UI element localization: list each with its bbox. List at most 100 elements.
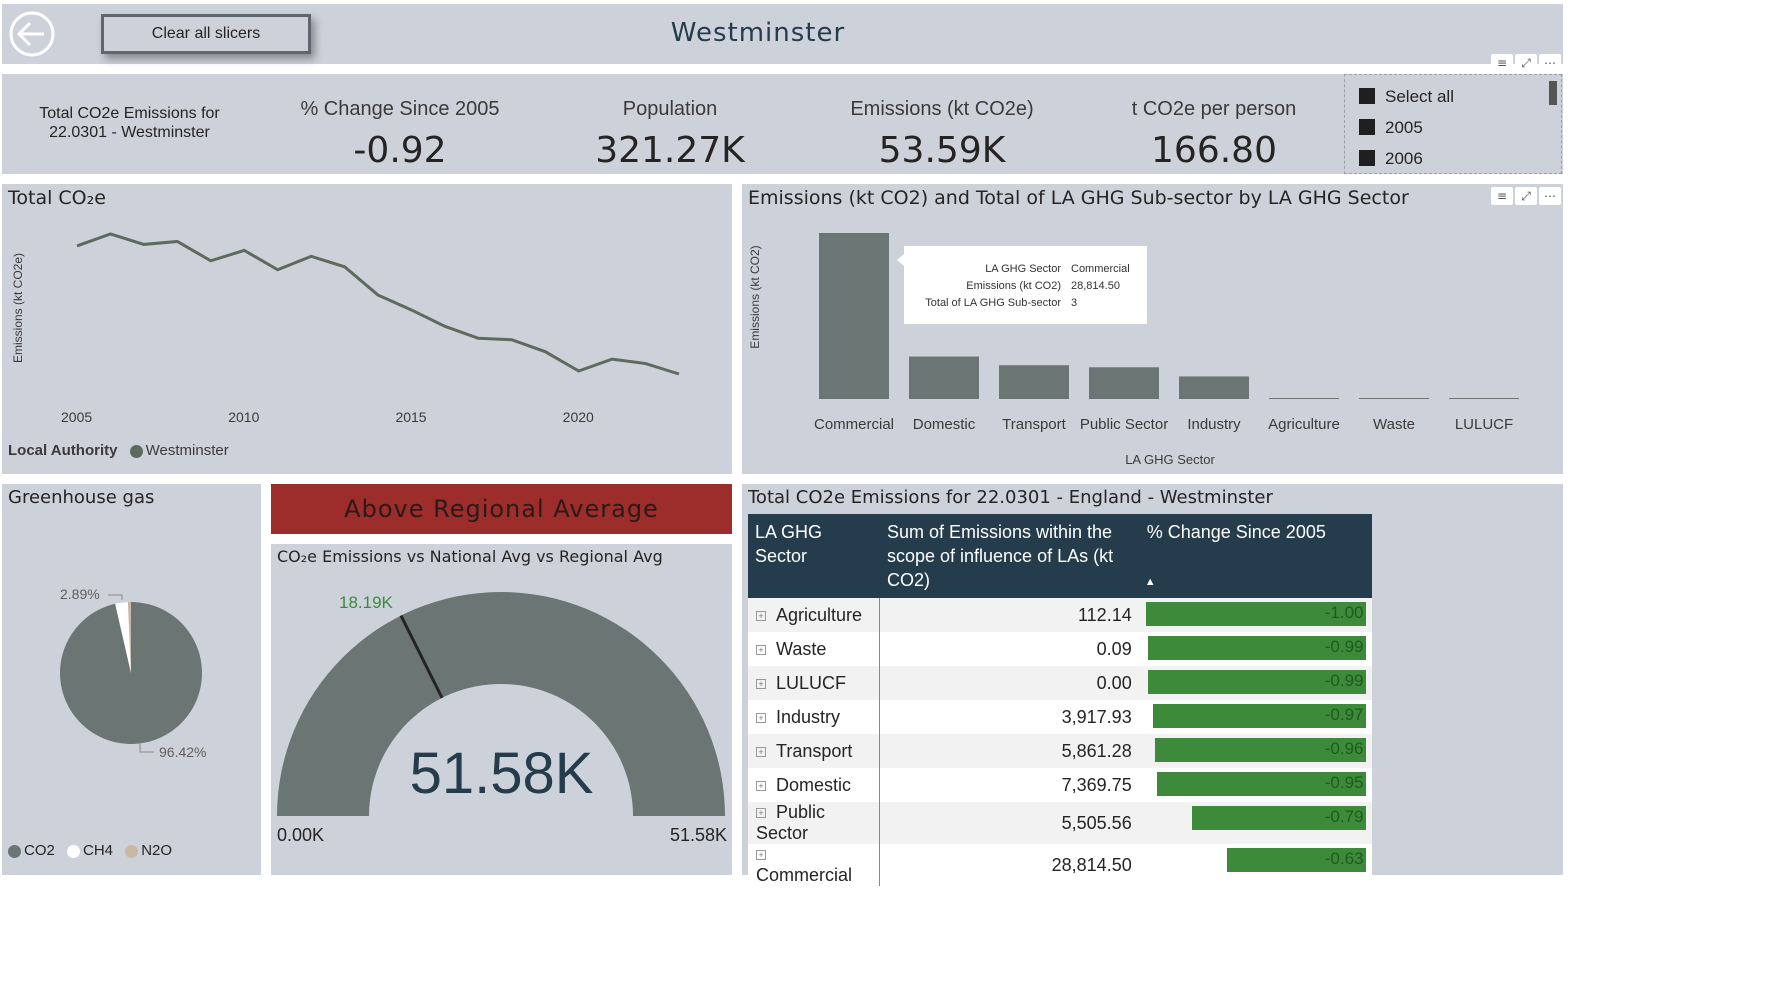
change-value: -0.99 (1324, 637, 1364, 656)
sector-cell: + Public Sector (748, 802, 881, 844)
legend-item[interactable]: CH4 (83, 842, 114, 859)
focus-mode-icon[interactable]: ⤢ (1515, 54, 1537, 72)
sector-label: Industry (776, 706, 841, 727)
table-row[interactable]: + Domestic 7,369.75 -0.95 (748, 768, 1372, 802)
legend-marker-icon (67, 844, 81, 858)
data-bar (1156, 772, 1366, 796)
pie-slice-n2o[interactable] (127, 602, 131, 673)
sector-label: Domestic (776, 774, 852, 795)
expand-icon[interactable]: + (756, 712, 766, 723)
slicer-option-2005[interactable]: 2005 (1359, 118, 1423, 138)
change-cell: -0.63 (1139, 844, 1372, 886)
kpi-emissions-value: 53.59K (878, 130, 1006, 171)
slicer-scrollbar[interactable] (1549, 81, 1557, 105)
sector-cell: + Industry (748, 700, 881, 734)
legend-item[interactable]: Westminster (145, 442, 229, 459)
x-tick-label: Transport (1002, 416, 1066, 433)
pie-chart-panel: Greenhouse gas 2.89% 96.42% CO2 CH4 N2O (2, 484, 261, 875)
expand-icon[interactable]: + (756, 678, 766, 689)
sector-label: Commercial (756, 865, 853, 885)
bar-commercial[interactable] (819, 233, 889, 399)
column-header[interactable]: LA GHG Sector (748, 514, 880, 598)
slicer-option-label: Select all (1385, 87, 1454, 106)
bar-domestic[interactable] (909, 356, 979, 399)
change-value: -0.99 (1324, 671, 1364, 690)
sector-label: Public Sector (756, 802, 826, 843)
sector-label: LULUCF (776, 672, 847, 693)
gauge-min-label: 0.00K (277, 825, 325, 845)
bar-chart-xlabel: LA GHG Sector (1125, 452, 1215, 467)
sector-label: Waste (776, 638, 827, 659)
data-bar (1147, 636, 1366, 660)
column-header[interactable]: % Change Since 2005 ▲ (1139, 514, 1372, 598)
change-cell: -0.99 (1139, 666, 1372, 700)
table-row[interactable]: + LULUCF 0.00 -0.99 (748, 666, 1372, 700)
expand-icon[interactable]: + (756, 850, 766, 861)
bar-industry[interactable] (1179, 376, 1249, 399)
data-bar (1145, 602, 1366, 626)
bar-agriculture[interactable] (1269, 398, 1339, 399)
series-line-westminster[interactable] (76, 232, 680, 376)
pie-slice-co2[interactable] (59, 602, 202, 744)
expand-icon[interactable]: + (756, 746, 766, 757)
bar-chart-svg (819, 233, 1519, 399)
table-row[interactable]: + Commercial 28,814.50 -0.63 (748, 844, 1372, 886)
checkbox-icon (1359, 150, 1375, 166)
bar-lulucf[interactable] (1449, 398, 1519, 399)
x-tick-label: Public Sector (1079, 416, 1169, 433)
expand-icon[interactable]: + (756, 808, 766, 819)
expand-icon[interactable]: + (756, 610, 766, 621)
gauge-value: 51.58K (409, 741, 594, 806)
sector-cell: + Agriculture (748, 598, 881, 632)
back-button[interactable] (8, 10, 56, 58)
sort-ascending-icon[interactable]: ▲ (1144, 576, 1156, 588)
slicer-option-select-all[interactable]: Select all (1359, 87, 1454, 107)
banner-text: Above Regional Average (344, 495, 659, 523)
emissions-cell: 112.14 (879, 598, 1140, 632)
year-slicer[interactable]: Select all 2005 2006 (1344, 74, 1562, 174)
line-chart-svg (76, 232, 680, 376)
change-value: -1.00 (1324, 603, 1364, 622)
gauge-panel: CO₂e Emissions vs National Avg vs Region… (271, 544, 732, 875)
gauge-arc (277, 592, 725, 816)
legend-title: Local Authority (8, 442, 118, 459)
x-tick-label: Commercial (813, 416, 894, 433)
legend-item[interactable]: N2O (141, 842, 173, 859)
bar-public-sector[interactable] (1089, 367, 1159, 399)
filter-icon[interactable]: ≡ (1491, 187, 1513, 205)
checkbox-icon (1359, 88, 1375, 104)
table-row[interactable]: + Agriculture 112.14 -1.00 (748, 598, 1372, 632)
more-options-icon[interactable]: ⋯ (1539, 187, 1561, 205)
regional-status-banner: Above Regional Average (271, 484, 732, 534)
focus-mode-icon[interactable]: ⤢ (1515, 187, 1537, 205)
filter-icon[interactable]: ≡ (1491, 54, 1513, 72)
x-tick-label: 2010 (228, 409, 260, 425)
kpi-change-value: -0.92 (353, 130, 447, 171)
pie-slice-ch4[interactable] (115, 602, 131, 673)
table-row[interactable]: + Public Sector 5,505.56 -0.79 (748, 802, 1372, 844)
emissions-cell: 5,861.28 (879, 734, 1140, 768)
tooltip-value: Commercial (1071, 263, 1130, 275)
pie-chart-title: Greenhouse gas (8, 487, 155, 508)
x-tick-label: LULUCF (1454, 416, 1514, 433)
more-options-icon[interactable]: ⋯ (1539, 54, 1561, 72)
table-row[interactable]: + Industry 3,917.93 -0.97 (748, 700, 1372, 734)
table-panel: Total CO2e Emissions for 22.0301 - Engla… (742, 484, 1563, 886)
x-tick-label: 2020 (562, 409, 594, 425)
table-row[interactable]: + Waste 0.09 -0.99 (748, 632, 1372, 666)
change-value: -0.96 (1324, 739, 1364, 758)
table-row[interactable]: + Transport 5,861.28 -0.96 (748, 734, 1372, 768)
data-bar (1147, 670, 1366, 694)
clear-slicers-button[interactable]: Clear all slicers (101, 14, 311, 54)
emissions-cell: 0.09 (879, 632, 1140, 666)
expand-icon[interactable]: + (756, 644, 766, 655)
expand-icon[interactable]: + (756, 780, 766, 791)
column-header[interactable]: Sum of Emissions within the scope of inf… (879, 514, 1140, 598)
emissions-cell: 3,917.93 (879, 700, 1140, 734)
header-bar: Clear all slicers Westminster (2, 4, 1563, 64)
bar-transport[interactable] (999, 365, 1069, 399)
slicer-option-2006[interactable]: 2006 (1359, 149, 1423, 169)
legend-item[interactable]: CO2 (24, 842, 55, 859)
bar-waste[interactable] (1359, 398, 1429, 399)
emissions-matrix: LA GHG Sector Sum of Emissions within th… (748, 514, 1372, 886)
